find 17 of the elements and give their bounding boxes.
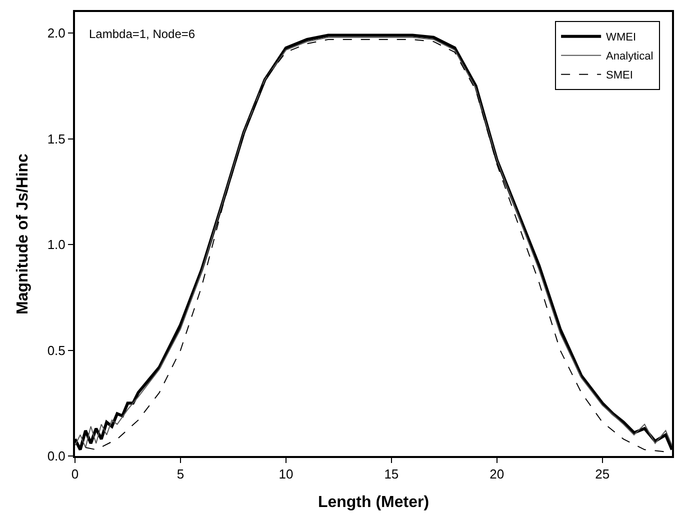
text: 0.0 xyxy=(47,448,66,464)
y-tick-label: 0.5 xyxy=(47,342,66,358)
legend-label: SMEI xyxy=(606,70,633,82)
legend-label: WMEI xyxy=(606,32,636,44)
x-tick-label: 15 xyxy=(384,466,399,482)
annotation: Lambda=1, Node=6 xyxy=(89,27,196,41)
y-tick-label: 1.5 xyxy=(47,131,66,146)
text: 2.0 xyxy=(47,26,66,41)
x-tick-label: 5 xyxy=(176,466,184,482)
x-tick-label: 0 xyxy=(71,466,79,482)
legend-label: Analytical xyxy=(606,50,654,63)
y-axis-title: Magnitude of Js/Hinc xyxy=(14,153,32,314)
text: 1.0 xyxy=(47,237,66,252)
x-tick-label: 10 xyxy=(278,466,294,482)
x-tick-label: 20 xyxy=(490,466,504,482)
x-tick-label: 25 xyxy=(595,466,610,482)
x-axis-title: Length (Meter) xyxy=(318,494,430,511)
